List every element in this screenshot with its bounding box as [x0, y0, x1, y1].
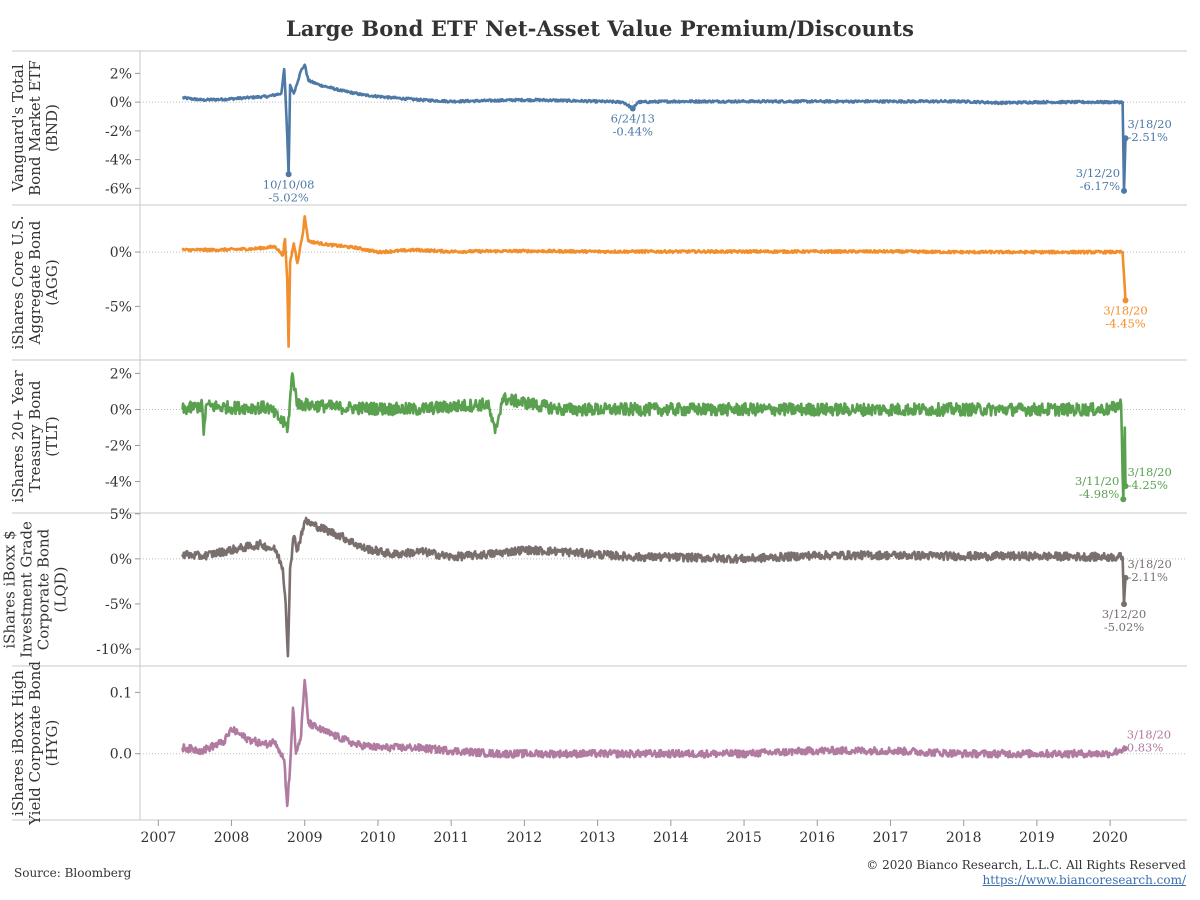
source-note: Source: Bloomberg — [14, 866, 132, 880]
x-tick-label: 2009 — [287, 830, 323, 846]
annotation-label: 3/11/20 — [1075, 474, 1119, 488]
y-axis-label-line: (AGG) — [43, 259, 61, 306]
y-axis-label-line: Treasury Bond — [26, 380, 44, 492]
annotation-point — [1121, 187, 1128, 194]
annotation-label: -2.11% — [1127, 570, 1167, 584]
y-axis-label-line: Aggregate Bond — [26, 220, 44, 345]
series-line — [181, 372, 1127, 501]
series-line — [181, 215, 1127, 348]
x-tick-label: 2015 — [726, 830, 762, 846]
y-tick-label: 0% — [110, 245, 132, 261]
y-axis-label-line: (LQD) — [52, 567, 70, 613]
annotation-label: -2.51% — [1127, 130, 1167, 144]
x-tick-label: 2017 — [873, 830, 909, 846]
series-line — [181, 678, 1127, 808]
y-tick-label: 0% — [110, 402, 132, 418]
x-tick-label: 2019 — [1019, 830, 1055, 846]
y-tick-label: 0% — [110, 552, 132, 568]
annotation-point — [1122, 135, 1129, 142]
annotation-label: -4.98% — [1079, 487, 1119, 501]
y-axis-label-line: iShares Core U.S. — [9, 215, 27, 349]
annotation-point — [629, 105, 636, 112]
y-tick-label: 2% — [110, 366, 132, 382]
annotation-point — [1122, 297, 1129, 304]
y-axis-label-line: Vanguard's Total — [9, 64, 27, 192]
y-axis-label: iShares iBoxx $ Investment Grade Corporate… — [1, 521, 70, 658]
y-tick-label: -10% — [96, 642, 132, 658]
annotation-label: 10/10/08 — [263, 177, 315, 191]
y-axis-label: iShares 20+ Year Treasury Bond (TLT) — [9, 370, 61, 503]
y-axis-label-line: (HYG) — [43, 720, 61, 767]
y-axis-label: iShares Core U.S. Aggregate Bond (AGG) — [9, 215, 61, 349]
annotation-label: 6/24/13 — [611, 111, 655, 125]
series-line — [181, 516, 1127, 658]
y-axis-label-line: Yield Corporate Bond — [26, 661, 44, 826]
y-tick-label: 0.0 — [110, 747, 132, 763]
y-tick-label: -4% — [105, 153, 132, 169]
y-axis-label-line: iShares 20+ Year — [9, 370, 27, 503]
y-axis-label-line: iShares iBoxx High — [9, 670, 27, 816]
y-axis-label: iShares iBoxx High Yield Corporate Bond (H… — [9, 661, 61, 826]
annotation-label: 3/18/20 — [1127, 117, 1171, 131]
y-axis-label-line: Corporate Bond — [35, 528, 53, 650]
y-axis-label: Vanguard's Total Bond Market ETF (BND) — [9, 60, 61, 196]
x-tick-label: 2016 — [799, 830, 835, 846]
x-tick-label: 2012 — [507, 830, 543, 846]
annotation-point — [285, 171, 292, 178]
y-axis-label-line: Investment Grade — [18, 521, 36, 658]
annotation-label: -0.44% — [613, 124, 653, 138]
annotation-label: 3/18/20 — [1103, 303, 1147, 317]
annotation-label: -6.17% — [1080, 179, 1120, 193]
copyright-note: © 2020 Bianco Research, L.L.C. All Right… — [866, 858, 1186, 872]
annotation-label: 3/12/20 — [1076, 166, 1120, 180]
y-axis-label-line: (TLT) — [43, 416, 61, 456]
annotation-label: -5.02% — [268, 190, 308, 204]
annotation-label: -4.45% — [1105, 316, 1145, 330]
x-tick-label: 2010 — [360, 830, 396, 846]
website-link[interactable]: https://www.biancoresearch.com/ — [982, 873, 1186, 887]
x-tick-label: 2007 — [140, 830, 176, 846]
annotation-point — [1122, 483, 1129, 490]
y-tick-label: -4% — [105, 475, 132, 491]
x-tick-label: 2018 — [946, 830, 982, 846]
x-tick-label: 2014 — [653, 830, 689, 846]
annotation-label: 3/18/20 — [1127, 465, 1171, 479]
series-line — [181, 63, 1127, 193]
annotation-point — [1122, 574, 1129, 581]
annotation-label: 3/18/20 — [1127, 728, 1171, 742]
y-tick-label: -5% — [105, 597, 132, 613]
y-tick-label: -5% — [105, 299, 132, 315]
chart-title: Large Bond ETF Net-Asset Value Premium/D… — [285, 16, 915, 41]
y-tick-label: -2% — [105, 439, 132, 455]
x-tick-label: 2011 — [433, 830, 469, 846]
annotation-point — [1120, 496, 1127, 503]
annotation-point — [1121, 601, 1128, 608]
annotation-label: 0.83% — [1127, 741, 1164, 755]
annotation-label: 3/12/20 — [1102, 607, 1146, 621]
y-tick-label: -6% — [105, 181, 132, 197]
annotation-label: -4.25% — [1127, 478, 1167, 492]
annotation-label: 3/18/20 — [1127, 557, 1171, 571]
y-tick-label: 5% — [110, 507, 132, 523]
y-axis-label-line: iShares iBoxx $ — [1, 530, 19, 648]
annotation-label: -5.02% — [1104, 620, 1144, 634]
y-tick-label: 0% — [110, 95, 132, 111]
y-tick-label: 2% — [110, 66, 132, 82]
annotation-point — [1121, 745, 1128, 752]
x-tick-label: 2020 — [1092, 830, 1128, 846]
y-tick-label: 0.1 — [110, 685, 132, 701]
x-tick-label: 2013 — [580, 830, 616, 846]
y-axis-label-line: (BND) — [43, 104, 61, 152]
y-tick-label: -2% — [105, 124, 132, 140]
x-tick-label: 2008 — [214, 830, 250, 846]
y-axis-label-line: Bond Market ETF — [26, 60, 44, 196]
